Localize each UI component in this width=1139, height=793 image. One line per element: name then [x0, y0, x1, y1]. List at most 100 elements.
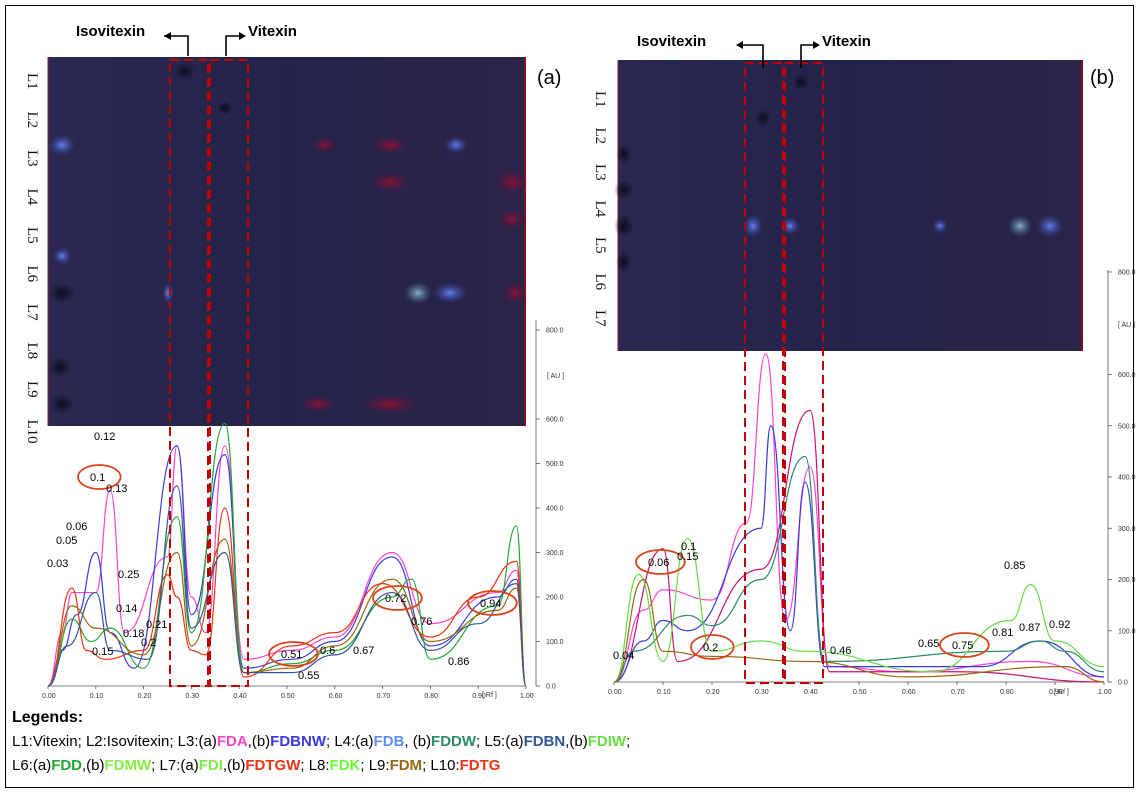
lane-label-l3: L3 [592, 164, 608, 181]
vitexin-arrowhead-b [813, 41, 820, 49]
y-tick-label: 300.0 [546, 550, 564, 557]
circled-peak-marker [268, 641, 319, 667]
peak-label: 0.51 [281, 649, 302, 661]
x-tick-label: 0.80 [1000, 689, 1014, 696]
chromatogram-series-6 [47, 485, 527, 687]
plate-spot [614, 214, 634, 238]
x-tick-label: 0.40 [804, 689, 818, 696]
au-label-a: [ AU ] [547, 373, 564, 380]
peak-label: 0.03 [47, 558, 68, 570]
x-tick-label: 0.50 [281, 693, 295, 700]
lane-label-l4: L4 [592, 201, 608, 218]
plate-spot [616, 144, 632, 164]
panel-id-b: (b) [1090, 67, 1114, 89]
peak-label: 0.21 [146, 619, 167, 631]
peak-label: 0.55 [298, 670, 319, 682]
isovitexin-arrowhead-a [164, 32, 171, 40]
plate-spot [496, 170, 528, 194]
plate-spot [755, 110, 771, 126]
legend-line-1: L1:Vitexin; L2:Isovitexin; L3:(a)FDA,(b)… [12, 730, 630, 754]
lane-label-l8: L8 [24, 343, 40, 360]
plate-spot [444, 136, 468, 154]
y-tick-label: 600.0 [1118, 372, 1136, 379]
legend-sample-fdbnw: FDBNW [270, 733, 326, 750]
legend-sample-fdbn: FDBN [523, 733, 566, 750]
lane-label-l2: L2 [24, 112, 40, 129]
plate-spot [498, 209, 526, 229]
legend-text: ; L8: [300, 757, 330, 774]
curves-a [47, 422, 527, 687]
legend-title: Legends: [12, 709, 84, 726]
y-tick-label: 600.0 [546, 417, 564, 424]
x-tick-label: 0.60 [329, 693, 343, 700]
peak-label: 0.46 [830, 645, 851, 657]
x-tick-label: 0.10 [657, 689, 671, 696]
legend-text: L1:Vitexin; L2:Isovitexin; L3:(a) [12, 733, 217, 750]
y-tick-label: 400.0 [1118, 475, 1136, 482]
plate-spot [52, 247, 72, 265]
lane-label-l1: L1 [592, 91, 608, 108]
y-tick-label: 300.0 [1118, 526, 1136, 533]
vitexin-guide-b [784, 62, 824, 684]
circled-peak-marker [635, 549, 686, 575]
peak-label: 0.76 [411, 616, 432, 628]
rf-label-b: [ Rf ] [1054, 689, 1069, 696]
panel-a: L1 L2 L3 L4 L5 L6 L7 L8 L9 L10 0.0 100.0 200.0 300.0… [24, 23, 564, 700]
plate-spot [1036, 214, 1064, 238]
lane-label-l6: L6 [24, 266, 40, 283]
plate-spot [743, 214, 763, 238]
circled-peak-marker [467, 590, 518, 616]
x-tick-label: 0.80 [424, 693, 438, 700]
peak-label: 0.12 [94, 431, 115, 443]
circled-peak-marker [939, 632, 990, 658]
legend-text: ; L10: [422, 757, 460, 774]
lane-label-l5: L5 [24, 227, 40, 244]
isovitexin-arrowhead-b [736, 41, 743, 49]
x-tick-label: 0.60 [902, 689, 916, 696]
legend-text: ,(b) [247, 733, 271, 750]
plate-spot [616, 251, 632, 273]
legend-sample-fdiw: FDIW [587, 733, 627, 750]
figure-frame [5, 5, 1134, 788]
legend-sample-fdb: FDB [373, 733, 405, 750]
peak-label: 0.18 [123, 628, 144, 640]
vitexin-label-a: Vitexin [248, 23, 297, 40]
plate-spot [217, 101, 233, 115]
peak-label: 0.87 [1019, 622, 1040, 634]
peak-label: 0.14 [116, 603, 137, 615]
chromatogram-series-3 [613, 425, 1105, 683]
legend-sample-fdk: FDK [329, 757, 361, 774]
x-tick-label: 0.70 [951, 689, 965, 696]
circled-peak-marker [690, 634, 735, 660]
peak-label: 0.72 [385, 593, 406, 605]
y-tick-label: 500.0 [546, 461, 564, 468]
y-tick-label: 800.0 [1118, 270, 1136, 277]
x-tick-label: 0.90 [472, 693, 486, 700]
legend-text: ; L5:(a) [476, 733, 524, 750]
legend-sample-fddw: FDDW [431, 733, 477, 750]
lane-label-l1: L1 [24, 73, 40, 90]
y-tick-label: 200.0 [1118, 577, 1136, 584]
legend-text: ,(b) [82, 757, 105, 774]
y-tick-label: 800.0 [546, 328, 564, 335]
peak-label: 0.06 [648, 557, 669, 569]
x-tick-label: 0.90 [1049, 689, 1063, 696]
peak-label: 0.2 [141, 637, 156, 649]
y-tick-label: 200.0 [546, 595, 564, 602]
plate-spot [614, 180, 634, 200]
peak-label: 0.25 [118, 569, 139, 581]
peak-labels-b: 0.04 0.06 0.10.15 0.2 0.46 0.65 0.75 0.81 0.85 0.… [613, 541, 1070, 662]
vitexin-guide-a [209, 59, 249, 687]
x-tick-label: 0.20 [138, 693, 152, 700]
legend-sample-fdmw: FDMW [104, 757, 152, 774]
legend-sample-fdtg: FDTG [459, 757, 501, 774]
y-tick-label: 0.0 [546, 684, 556, 691]
peak-label: 0.65 [918, 638, 939, 650]
vitexin-label-b: Vitexin [822, 33, 871, 50]
plate-spot [360, 394, 420, 414]
legend-sample-fdd: FDD [51, 757, 83, 774]
plate-spot [1008, 215, 1032, 237]
plate-spot [932, 218, 948, 234]
circled-peak-marker [372, 585, 423, 611]
plate-spot [432, 282, 468, 304]
